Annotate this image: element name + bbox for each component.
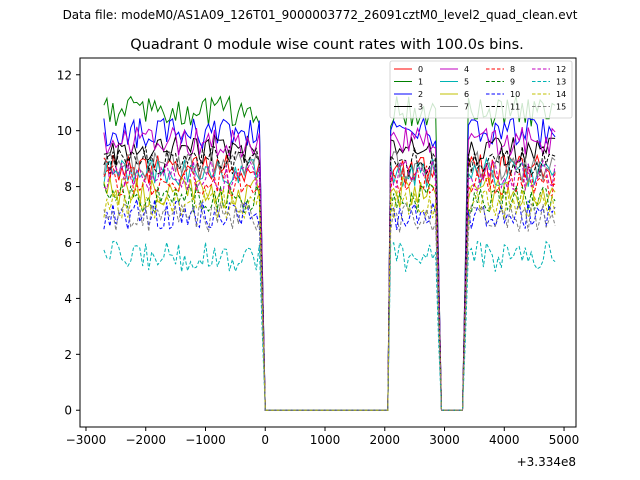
x-tick-label: 0 bbox=[261, 433, 269, 447]
x-tick-label: 3000 bbox=[429, 433, 460, 447]
series-9-line bbox=[103, 182, 556, 411]
y-tick-label: 2 bbox=[64, 348, 72, 362]
y-axis: 0 2 4 6 8 10 12 bbox=[57, 68, 80, 418]
legend-label-10: 10 bbox=[510, 90, 520, 99]
series-8-line bbox=[103, 165, 556, 411]
legend-label-14: 14 bbox=[556, 90, 566, 99]
suptitle: Data file: modeM0/AS1A09_126T01_90000037… bbox=[63, 8, 578, 22]
legend-label-11: 11 bbox=[510, 103, 520, 112]
x-tick-label: 4000 bbox=[489, 433, 520, 447]
x-tick-label: −3000 bbox=[66, 433, 107, 447]
series-11-line bbox=[103, 146, 556, 411]
legend-label-7: 7 bbox=[464, 103, 469, 112]
series-5-line bbox=[103, 156, 556, 411]
legend-label-12: 12 bbox=[556, 65, 566, 74]
x-tick-label: 2000 bbox=[369, 433, 400, 447]
legend-label-0: 0 bbox=[418, 65, 423, 74]
x-offset-label: +3.334e8 bbox=[517, 455, 576, 469]
x-tick-label: 1000 bbox=[310, 433, 341, 447]
series-10-line bbox=[103, 199, 556, 411]
series-6-line bbox=[103, 175, 556, 411]
legend-label-9: 9 bbox=[510, 78, 515, 87]
legend-label-6: 6 bbox=[464, 90, 469, 99]
y-tick-label: 10 bbox=[57, 124, 72, 138]
legend-label-8: 8 bbox=[510, 65, 515, 74]
x-tick-label: −2000 bbox=[125, 433, 166, 447]
series-13-line bbox=[103, 240, 556, 411]
y-tick-label: 4 bbox=[64, 292, 72, 306]
y-tick-label: 0 bbox=[64, 404, 72, 418]
series-layer bbox=[103, 94, 556, 411]
y-tick-label: 12 bbox=[57, 68, 72, 82]
legend-label-15: 15 bbox=[556, 103, 566, 112]
y-tick-label: 8 bbox=[64, 180, 72, 194]
legend-label-2: 2 bbox=[418, 90, 423, 99]
legend-label-5: 5 bbox=[464, 78, 469, 87]
x-tick-label: −1000 bbox=[185, 433, 226, 447]
series-0-line bbox=[103, 153, 556, 411]
series-12-line bbox=[103, 158, 556, 411]
series-14-line bbox=[103, 187, 556, 411]
y-tick-label: 6 bbox=[64, 236, 72, 250]
legend-label-3: 3 bbox=[418, 103, 423, 112]
legend-label-4: 4 bbox=[464, 65, 469, 74]
chart-title: Quadrant 0 module wise count rates with … bbox=[130, 37, 524, 53]
x-axis: −3000 −2000 −1000 0 1000 2000 3000 4000 5000 bbox=[66, 427, 580, 447]
x-tick-label: 5000 bbox=[549, 433, 580, 447]
legend-frame bbox=[389, 60, 573, 119]
series-15-line bbox=[103, 200, 556, 411]
legend-label-13: 13 bbox=[556, 78, 566, 87]
series-1-line bbox=[103, 94, 556, 411]
legend-label-1: 1 bbox=[418, 78, 423, 87]
series-7-line bbox=[103, 150, 556, 411]
